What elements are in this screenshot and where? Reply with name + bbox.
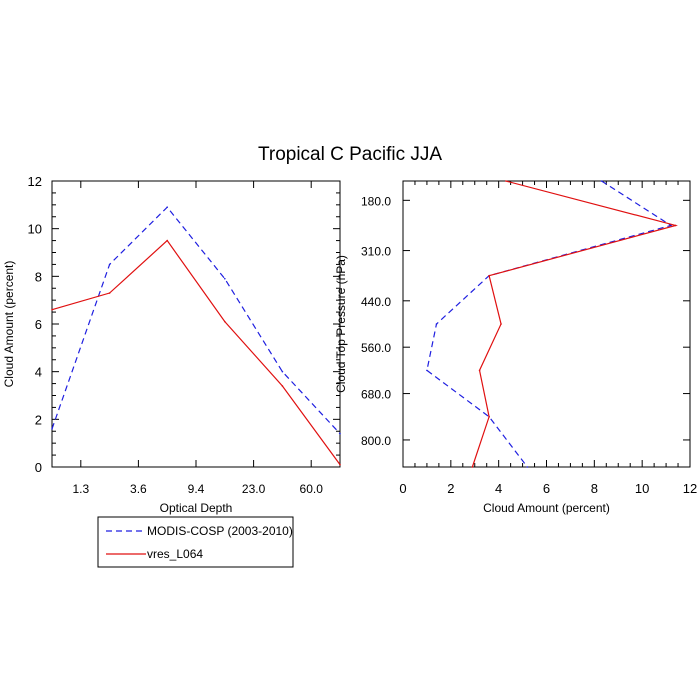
x-tick-label: 10 bbox=[635, 481, 649, 496]
data-point-model bbox=[478, 369, 481, 372]
y-tick-label: 800.0 bbox=[361, 434, 391, 448]
y-tick-label: 560.0 bbox=[361, 341, 391, 355]
y-tick-label: 12 bbox=[28, 174, 42, 189]
y-tick-label: 10 bbox=[28, 222, 42, 237]
data-point-model bbox=[51, 308, 53, 311]
data-point-model bbox=[224, 320, 226, 323]
data-point-modis bbox=[600, 180, 603, 182]
x-tick-label: 3.6 bbox=[130, 482, 147, 496]
data-point-modis bbox=[670, 224, 672, 227]
y-axis-title: Cloud Amount (percent) bbox=[2, 261, 16, 388]
x-tick-label: 23.0 bbox=[242, 482, 266, 496]
data-point-modis bbox=[166, 206, 168, 209]
series-line-modis bbox=[426, 180, 673, 468]
series-line-model bbox=[51, 239, 341, 465]
data-point-model bbox=[674, 224, 677, 227]
data-point-modis bbox=[224, 277, 226, 280]
data-point-model bbox=[471, 466, 474, 468]
data-point-modis bbox=[281, 370, 284, 373]
data-point-modis bbox=[51, 428, 53, 430]
y-tick-label: 4 bbox=[35, 365, 42, 380]
y-tick-label: 8 bbox=[35, 269, 42, 284]
x-tick-label: 4 bbox=[495, 481, 502, 496]
legend-label-model: vres_L064 bbox=[147, 547, 203, 561]
series-line-model bbox=[471, 180, 678, 468]
data-point-model bbox=[339, 463, 341, 466]
x-tick-label: 8 bbox=[591, 481, 598, 496]
y-tick-label: 6 bbox=[35, 317, 42, 332]
x-tick-label: 0 bbox=[399, 481, 406, 496]
data-point-model bbox=[500, 323, 502, 325]
legend: MODIS-COSP (2003-2010) vres_L064 bbox=[97, 516, 294, 568]
x-tick-label: 6 bbox=[543, 481, 550, 496]
data-point-modis bbox=[108, 263, 111, 266]
x-tick-label: 2 bbox=[447, 481, 454, 496]
panel-cloud-top-pressure: 0 2 4 6 8 10 12 180.0 310.0 440.0 560.0 680.0 800.0 C… bbox=[334, 180, 697, 515]
plot-frame bbox=[51, 180, 341, 468]
plot-frame bbox=[402, 180, 691, 468]
data-point-modis bbox=[426, 369, 428, 372]
y-tick-label: 440.0 bbox=[361, 295, 391, 309]
y-tick-label: 2 bbox=[35, 412, 42, 427]
x-tick-label: 9.4 bbox=[188, 482, 205, 496]
x-axis-title: Cloud Amount (percent) bbox=[483, 501, 610, 515]
legend-label-modis: MODIS-COSP (2003-2010) bbox=[147, 524, 293, 538]
x-tick-label: 1.3 bbox=[72, 482, 89, 496]
data-point-model bbox=[488, 415, 490, 418]
data-point-modis bbox=[339, 432, 341, 435]
data-point-model bbox=[166, 239, 168, 242]
y-tick-label: 680.0 bbox=[361, 388, 391, 402]
data-point-model bbox=[488, 274, 490, 277]
data-point-modis bbox=[526, 466, 529, 468]
data-point-model bbox=[505, 180, 507, 182]
legend-box bbox=[97, 516, 294, 568]
y-axis-title: Cloud Top Pressure (hPa) bbox=[334, 255, 348, 393]
x-axis-title: Optical Depth bbox=[160, 501, 233, 515]
chart-title: Tropical C Pacific JJA bbox=[258, 144, 442, 165]
data-point-model bbox=[108, 292, 111, 294]
series-line-modis bbox=[51, 206, 341, 435]
data-point-modis bbox=[435, 323, 438, 325]
x-tick-label: 60.0 bbox=[300, 482, 324, 496]
y-tick-label: 180.0 bbox=[361, 194, 391, 208]
data-point-model bbox=[281, 385, 284, 387]
x-tick-label: 12 bbox=[683, 481, 697, 496]
panel-optical-depth: 0 2 4 6 8 10 12 1.3 3.6 9.4 23.0 60.0 Optical Depth C… bbox=[2, 174, 341, 515]
y-tick-label: 310.0 bbox=[361, 245, 391, 259]
y-tick-label: 0 bbox=[35, 460, 42, 475]
